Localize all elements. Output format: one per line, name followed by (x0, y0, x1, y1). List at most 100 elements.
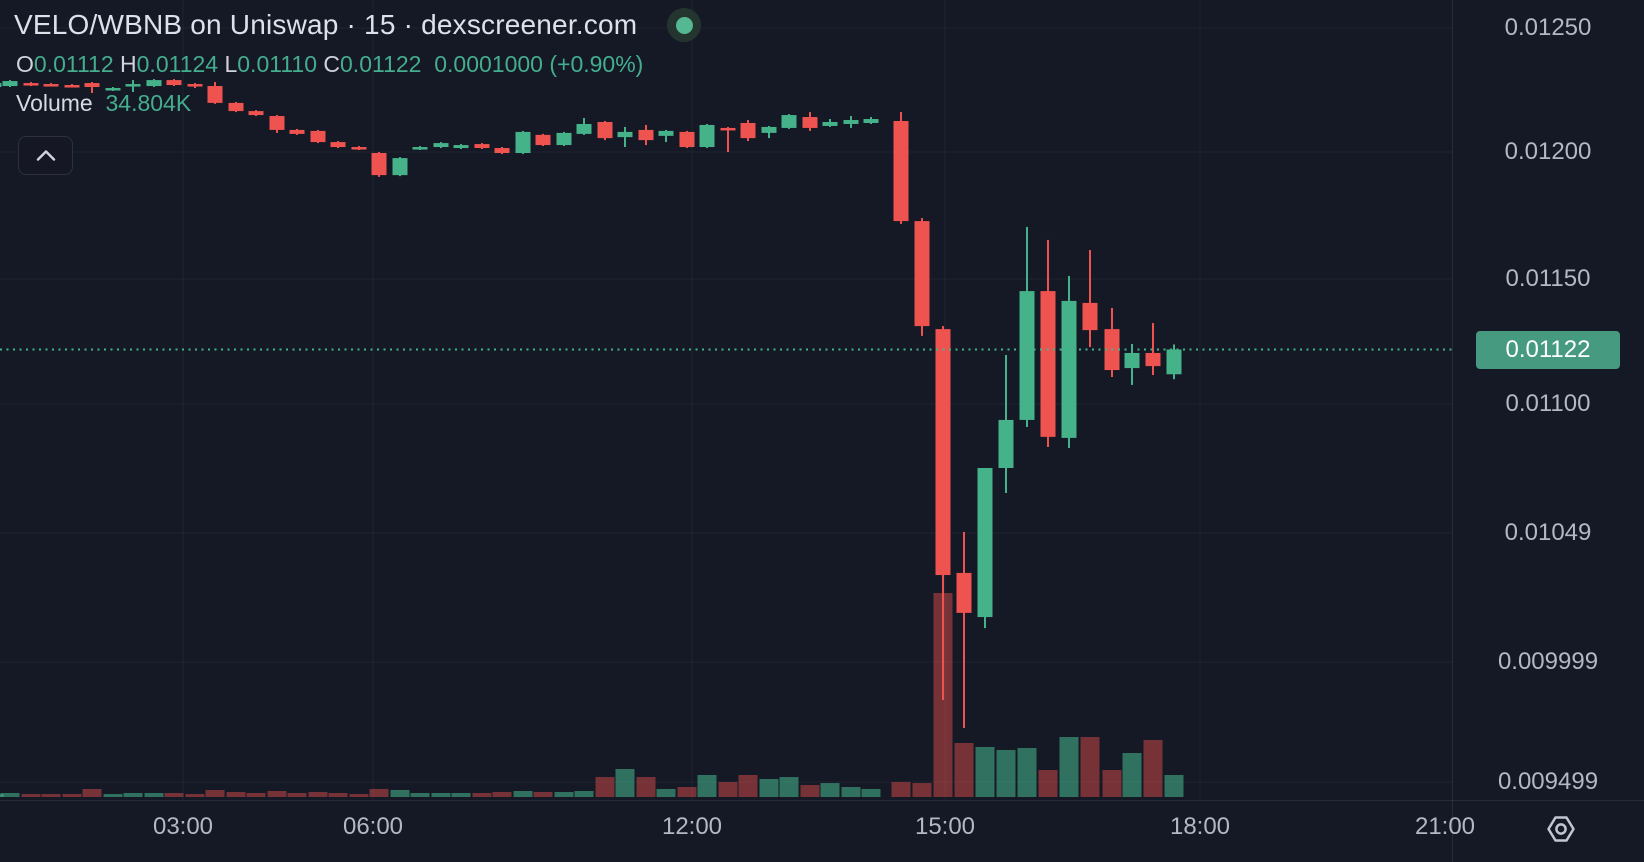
candle-body (207, 86, 223, 103)
volume-bar (779, 777, 799, 797)
candle-body (289, 129, 305, 134)
collapse-legend-button[interactable] (18, 136, 73, 175)
volume-bar (1122, 753, 1142, 797)
volume-bar (62, 794, 82, 797)
dexscreener-live-dot-icon (667, 8, 702, 42)
volume-bar (533, 792, 553, 797)
open-value: 0.01112 (33, 51, 114, 77)
candle-body (515, 131, 531, 154)
time-tick-label: 12:00 (661, 813, 723, 840)
volume-bar (677, 787, 697, 797)
candle-body (1145, 352, 1161, 367)
candle-body (720, 127, 736, 131)
volume-bar (410, 793, 430, 797)
close-label: C (323, 51, 341, 77)
volume-bar (451, 793, 471, 797)
volume-bar (861, 788, 881, 797)
volume-bar (267, 790, 287, 797)
close-value: 0.01122 (340, 51, 422, 77)
candle-body (330, 142, 346, 148)
candle-body (187, 84, 203, 87)
volume-bar (21, 794, 41, 797)
candle-body (597, 121, 613, 139)
candle-body (412, 147, 428, 150)
volume-value: 34.804K (105, 90, 192, 116)
candle-body (453, 145, 469, 149)
price-tick-label: 0.01100 (1505, 390, 1591, 417)
volume-bar (996, 749, 1016, 797)
volume-bar (103, 794, 123, 797)
volume-bar (164, 793, 184, 797)
candle-body (371, 153, 387, 176)
price-tick-label: 0.01200 (1504, 138, 1592, 165)
candle-body (658, 130, 674, 136)
volume-bar (912, 783, 932, 797)
time-axis[interactable]: 03:00 06:00 12:00 15:00 18:00 21:00 (0, 800, 1474, 862)
candle-body (392, 158, 408, 176)
candle-body (914, 221, 930, 327)
candle-body (1124, 352, 1140, 369)
candle-wick (963, 531, 965, 728)
ohlc-legend: O0.01112 H0.01124 L0.01110 C0.01122 0.00… (16, 51, 643, 78)
candle-body (781, 115, 797, 128)
chart-header: VELO/WBNB on Uniswap · 15 · dexscreener.… (14, 8, 702, 42)
volume-bar (144, 793, 164, 797)
change-percent: (+0.90%) (549, 51, 644, 77)
time-tick-label: 21:00 (1414, 813, 1474, 840)
price-tick-label: 0.009999 (1497, 648, 1599, 675)
candle-body (0, 83, 2, 88)
volume-bar (841, 787, 861, 797)
volume-bar (975, 746, 995, 797)
price-tick-label: 0.01049 (1504, 519, 1592, 546)
volume-bar (656, 788, 676, 797)
candle-body (802, 117, 818, 128)
volume-bar (41, 794, 61, 797)
candle-wick (91, 82, 93, 93)
volume-bar (369, 788, 389, 797)
candle-wick (727, 126, 729, 152)
candle-body (351, 147, 367, 150)
price-tick-label: 0.01250 (1504, 14, 1592, 41)
volume-bar (615, 768, 635, 797)
low-label: L (224, 51, 238, 77)
volume-bar (472, 793, 492, 797)
candle-body (433, 143, 449, 148)
candle-body (822, 121, 838, 126)
candle-body (125, 84, 141, 87)
candle-body (2, 81, 18, 87)
candle-body (1040, 291, 1056, 437)
candle-body (863, 119, 879, 123)
volume-bar (246, 793, 266, 797)
time-tick-label: 18:00 (1169, 813, 1231, 840)
volume-bar (718, 782, 738, 797)
chart-settings-button[interactable] (1544, 812, 1578, 846)
candle-body (64, 85, 80, 88)
high-value: 0.01124 (136, 51, 219, 77)
candle-body (843, 120, 859, 124)
candle-body (1061, 300, 1077, 438)
volume-bar (1164, 775, 1184, 797)
volume-bar (891, 782, 911, 797)
volume-label: Volume (16, 90, 93, 116)
price-axis[interactable]: 0.01122 0.01250 0.01200 0.01150 0.01100 0.01… (1452, 0, 1644, 862)
candle-body (1019, 291, 1035, 420)
volume-bar (513, 790, 533, 797)
candle-wick (1089, 250, 1091, 347)
volume-bar (431, 793, 451, 797)
candle-body (310, 130, 326, 143)
volume-bar (954, 743, 974, 797)
volume-bar (349, 794, 369, 797)
candle-body (535, 134, 551, 146)
volume-bar (1059, 737, 1079, 797)
candle-body (228, 102, 244, 112)
change-absolute: 0.0001000 (434, 51, 543, 77)
volume-bar (574, 790, 594, 797)
volume-bar (1080, 737, 1100, 797)
candle-body (84, 83, 100, 88)
volume-bar (697, 775, 717, 797)
volume-bar (82, 788, 102, 797)
candle-body (23, 83, 39, 86)
candle-body (494, 148, 510, 154)
